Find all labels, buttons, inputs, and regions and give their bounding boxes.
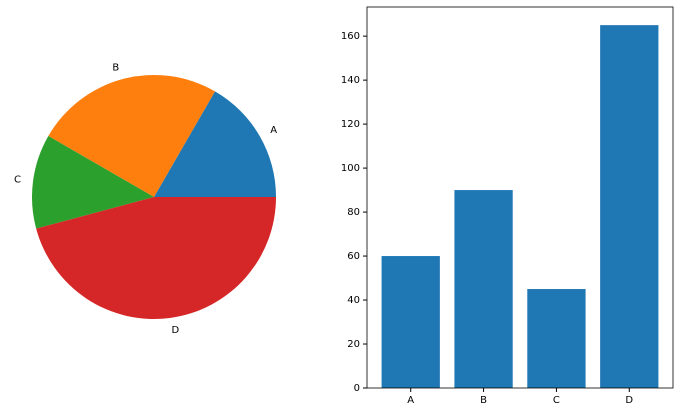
y-tick-label: 160 [341, 31, 360, 42]
y-tick-label: 40 [347, 295, 360, 306]
bar [381, 256, 440, 388]
x-tick-label: C [553, 395, 560, 406]
slice-label: B [112, 62, 119, 73]
bar [527, 289, 586, 388]
y-tick-label: 20 [347, 339, 360, 350]
pie-slice [32, 136, 154, 229]
bar [454, 190, 513, 388]
slice-label: C [14, 174, 21, 185]
y-tick-label: 120 [341, 119, 360, 130]
x-tick-label: B [480, 395, 487, 406]
y-tick-label: 0 [354, 383, 360, 394]
y-tick-label: 140 [341, 75, 360, 86]
x-tick-label: D [625, 395, 633, 406]
x-tick-label: A [407, 395, 414, 406]
pie-slice [36, 197, 277, 319]
slice-label: D [172, 325, 180, 336]
y-tick-label: 80 [347, 207, 360, 218]
axes-frame [366, 6, 674, 389]
slice-label: A [270, 125, 277, 136]
bar [600, 25, 659, 389]
y-tick-label: 100 [341, 163, 360, 174]
pie-slice [154, 91, 276, 197]
y-tick-label: 60 [347, 251, 360, 262]
pie-slice [48, 75, 215, 197]
